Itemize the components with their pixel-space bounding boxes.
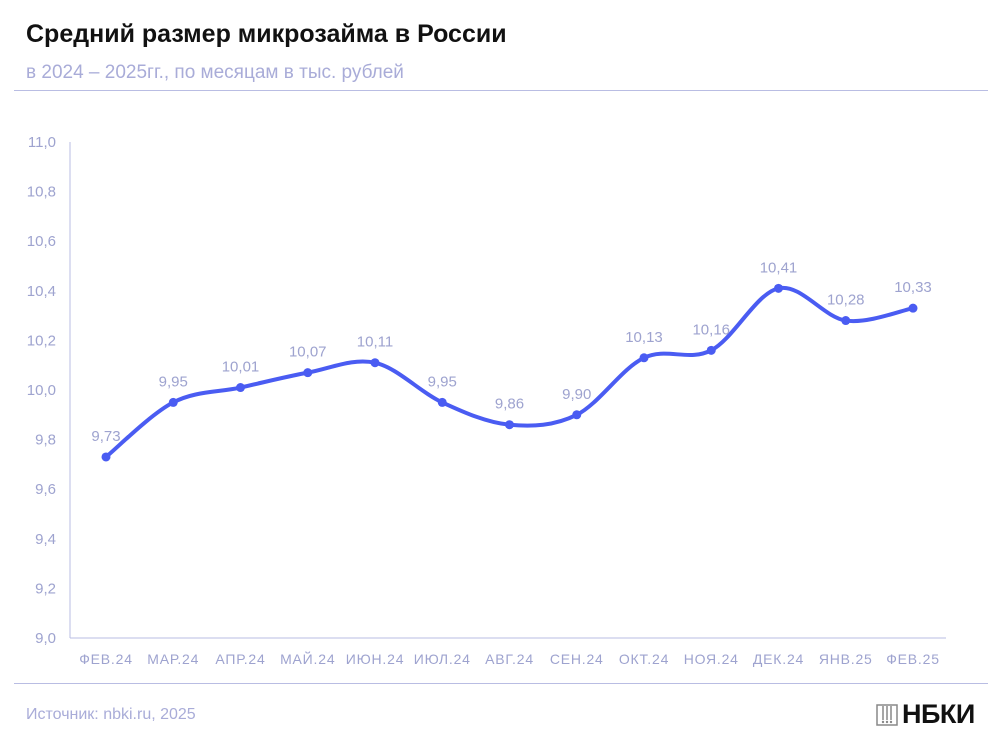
data-label: 9,86 [495, 396, 524, 413]
data-point [437, 397, 447, 407]
data-point [774, 283, 783, 293]
x-tick-label: ФЕВ.25 [886, 651, 940, 667]
x-tick-label: МАР.24 [147, 651, 199, 667]
data-point [639, 353, 649, 363]
data-point [908, 303, 918, 313]
y-tick-label: 10,8 [27, 184, 56, 201]
data-point [303, 368, 313, 378]
data-point [841, 316, 851, 326]
x-tick-label: ИЮЛ.24 [414, 651, 471, 667]
x-tick-label: ФЕВ.24 [79, 651, 133, 667]
chart-subtitle: в 2024 – 2025гг., по месяцам в тыс. рубл… [26, 62, 404, 83]
data-point [370, 358, 380, 368]
y-tick-label: 9,2 [35, 580, 56, 597]
y-tick-label: 11,0 [28, 134, 56, 151]
logo-text: НБКИ [902, 699, 975, 729]
data-label: 10,11 [357, 334, 393, 351]
data-label: 10,13 [625, 329, 663, 346]
data-label: 10,28 [827, 292, 865, 309]
chart-title: Средний размер микрозайма в России [26, 20, 507, 48]
y-tick-label: 10,2 [27, 332, 56, 349]
x-tick-label: МАЙ.24 [280, 650, 335, 667]
source-text: Источник: nbki.ru, 2025 [26, 706, 196, 723]
data-point [706, 345, 716, 355]
data-label: 10,07 [289, 344, 327, 361]
data-point [101, 452, 111, 462]
y-tick-label: 9,8 [35, 432, 56, 449]
x-tick-label: АВГ.24 [485, 651, 534, 667]
data-label: 9,73 [91, 428, 120, 445]
data-label: 9,90 [562, 386, 591, 403]
footer-divider [14, 683, 988, 684]
data-point [168, 397, 178, 407]
data-label: 10,01 [222, 359, 260, 376]
y-tick-label: 9,0 [35, 630, 56, 647]
header-divider [14, 90, 988, 91]
data-label: 10,33 [894, 279, 932, 296]
data-label: 10,16 [692, 321, 730, 338]
x-tick-label: АПР.24 [215, 651, 265, 667]
x-tick-label: ЯНВ.25 [819, 651, 873, 667]
data-point [572, 410, 582, 420]
y-tick-label: 9,6 [35, 481, 56, 498]
data-point [236, 383, 245, 393]
x-tick-label: СЕН.24 [550, 651, 604, 667]
x-tick-label: ОКТ.24 [619, 651, 669, 667]
data-label: 9,95 [428, 373, 457, 390]
nbki-logo: НБКИ [876, 699, 975, 730]
y-tick-label: 10,0 [27, 382, 56, 399]
line-chart: 9,0 9,2 9,4 9,6 9,8 10,0 10,2 10,4 10,6 10,8 11,0 Ф… [27, 134, 946, 667]
x-tick-label: ИЮН.24 [346, 651, 405, 667]
x-tick-label: ДЕК.24 [753, 651, 804, 667]
logo-icon [876, 703, 898, 726]
data-label: 9,95 [159, 373, 188, 390]
data-point [505, 420, 514, 430]
y-tick-label: 10,6 [27, 233, 56, 250]
data-label: 10,41 [760, 259, 798, 276]
x-tick-label: НОЯ.24 [684, 651, 739, 667]
y-tick-label: 9,4 [35, 531, 56, 548]
y-tick-label: 10,4 [27, 283, 56, 300]
